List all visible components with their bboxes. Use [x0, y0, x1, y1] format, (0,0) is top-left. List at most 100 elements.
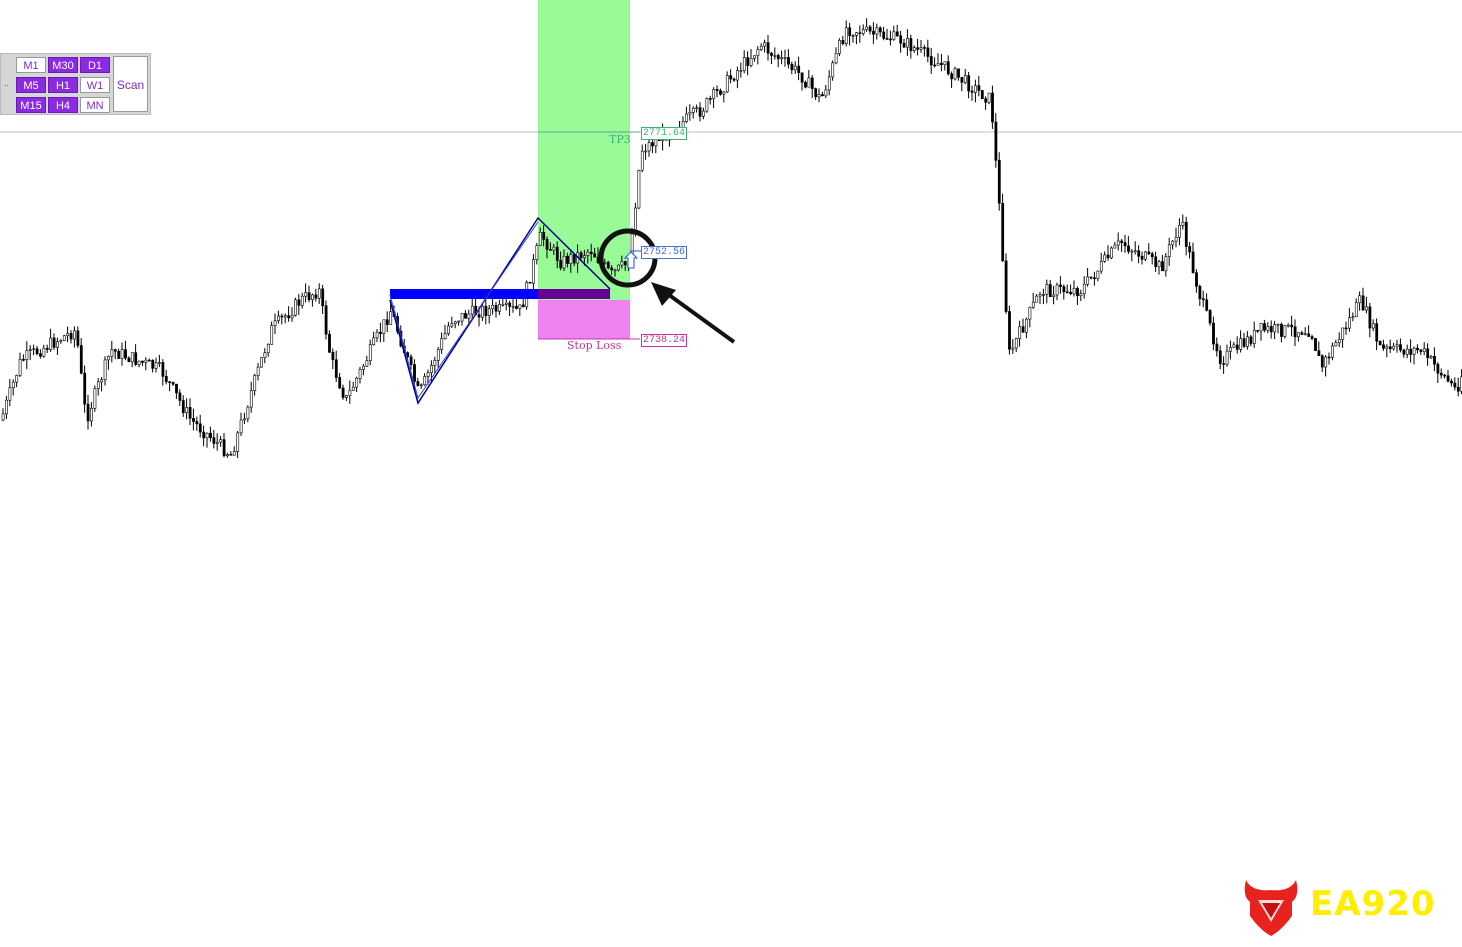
candle-body [426, 372, 430, 377]
candle-body [249, 390, 253, 408]
candle-body [212, 437, 216, 444]
timeframe-button-m1[interactable]: M1 [16, 57, 46, 73]
timeframe-button-mn[interactable]: MN [80, 97, 110, 113]
timeframe-button-h1[interactable]: H1 [48, 77, 78, 93]
candle-body [1453, 382, 1457, 388]
candle-body [1286, 324, 1290, 327]
candle-body [498, 303, 501, 312]
candle-body [953, 68, 957, 80]
candle-body [56, 341, 59, 348]
candle-body [345, 395, 348, 398]
candle-body [460, 313, 464, 322]
candle-body [413, 364, 416, 382]
candle-body [1086, 276, 1090, 285]
timeframe-button-m30[interactable]: M30 [48, 57, 78, 73]
candle-body [1375, 323, 1379, 342]
candle-body [409, 356, 413, 365]
candle-body [606, 262, 610, 269]
candle-body [470, 305, 474, 315]
candle-body [331, 351, 335, 361]
candle-body [814, 88, 818, 98]
candle-body [202, 431, 206, 439]
candle-body [1082, 283, 1086, 294]
candle-body [1011, 347, 1015, 350]
candle-body [243, 418, 246, 421]
candle-body [1439, 372, 1443, 376]
candle-body [1031, 301, 1035, 308]
candle-body [35, 348, 39, 354]
panel-drag-handle[interactable]: .. [4, 78, 10, 88]
candle-body [1157, 261, 1161, 268]
candle-body [1242, 338, 1246, 347]
candle-body [732, 78, 736, 81]
candle-body [1018, 326, 1022, 339]
candle-body [1048, 284, 1052, 298]
candle-body [980, 90, 984, 100]
candle-body [906, 38, 909, 48]
candle-body [504, 302, 508, 305]
candle-body [586, 251, 590, 256]
candle-body [940, 62, 943, 66]
candle-body [1358, 295, 1362, 304]
candle-body [1273, 324, 1277, 333]
candle-body [297, 299, 301, 306]
candle-body [283, 315, 287, 318]
candle-body [593, 253, 597, 258]
candle-body [970, 90, 974, 93]
candle-body [589, 251, 593, 255]
candle-body [113, 349, 117, 352]
candle-body [168, 381, 172, 384]
candle-body [1378, 340, 1382, 346]
candle-body [1334, 342, 1338, 347]
candle-body [375, 331, 379, 339]
candle-body [1456, 386, 1460, 392]
candle-body [722, 91, 726, 95]
candle-body [620, 261, 624, 266]
candle-body [1062, 286, 1066, 293]
candle-body [49, 337, 53, 350]
candle-body [549, 249, 552, 251]
scan-button[interactable]: Scan [113, 56, 148, 112]
candle-body [107, 356, 110, 361]
candle-body [919, 47, 923, 50]
timeframe-button-w1[interactable]: W1 [80, 77, 110, 93]
candle-body [300, 295, 304, 306]
candle-body [987, 92, 991, 103]
candle-body [467, 313, 471, 319]
candle-body [1246, 336, 1249, 347]
candle-body [946, 61, 950, 75]
candle-body [1184, 221, 1188, 247]
timeframe-button-d1[interactable]: D1 [80, 57, 110, 73]
ea920-logo: EA920 [1240, 876, 1450, 938]
candle-body [79, 345, 83, 374]
candle-body [708, 98, 712, 100]
candle-body [858, 32, 862, 35]
stop-loss-zone [538, 300, 630, 339]
candle-body [1116, 240, 1120, 246]
candle-body [555, 246, 559, 261]
candle-body [640, 150, 644, 171]
candle-body [647, 142, 651, 152]
candle-body [430, 365, 433, 373]
candle-body [144, 359, 148, 363]
candle-body [912, 47, 916, 51]
candle-body [222, 439, 226, 457]
candle-body [1140, 255, 1144, 260]
candle-body [807, 77, 811, 88]
candle-body [1263, 323, 1266, 331]
candle-body [861, 29, 865, 34]
candle-body [521, 304, 525, 308]
candle-body [59, 340, 63, 342]
timeframe-button-h4[interactable]: H4 [48, 97, 78, 113]
timeframe-button-m5[interactable]: M5 [16, 77, 46, 93]
candle-body [96, 381, 100, 389]
candle-body [623, 261, 627, 266]
timeframe-button-m15[interactable]: M15 [16, 97, 46, 113]
candle-body [1235, 344, 1239, 350]
candle-body [382, 319, 386, 334]
candle-body [436, 349, 440, 361]
candle-body [562, 255, 566, 269]
candle-body [991, 92, 994, 123]
candle-body [878, 27, 882, 33]
